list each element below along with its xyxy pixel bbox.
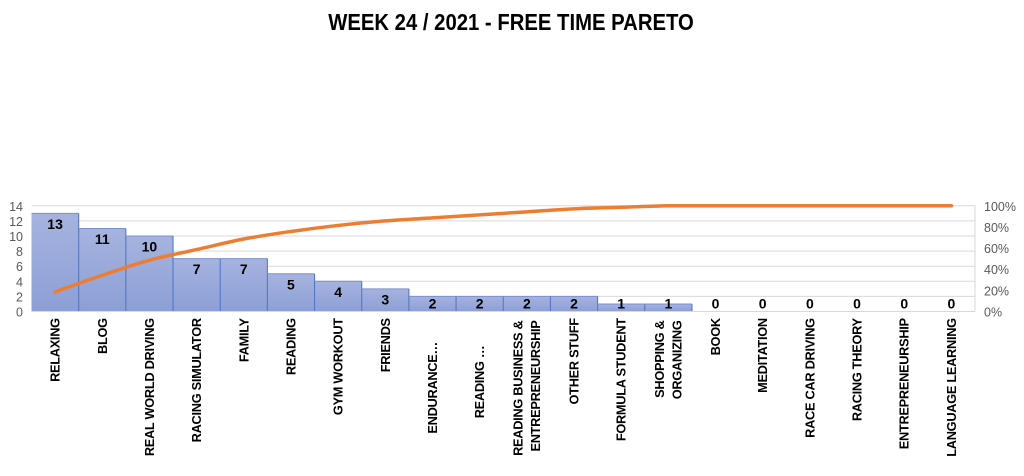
svg-text:0: 0 [853,295,861,311]
svg-text:40%: 40% [984,263,1009,277]
svg-text:0: 0 [806,295,814,311]
svg-text:BLOG: BLOG [95,318,110,354]
svg-text:GYM WORKOUT: GYM WORKOUT [331,318,346,415]
svg-text:0: 0 [759,295,767,311]
svg-text:2: 2 [16,290,23,304]
svg-text:4: 4 [16,275,23,289]
svg-text:13: 13 [47,216,63,232]
svg-text:2: 2 [429,295,437,311]
svg-text:OTHER STUFF: OTHER STUFF [567,318,582,405]
svg-text:REAL WORLD DRIVING: REAL WORLD DRIVING [142,318,157,456]
svg-text:BOOK: BOOK [708,317,723,355]
svg-text:RACING SIMULATOR: RACING SIMULATOR [189,318,204,442]
svg-text:5: 5 [287,276,295,292]
svg-text:100%: 100% [984,200,1016,214]
svg-text:ENTREPRENEURSHIP: ENTREPRENEURSHIP [897,317,912,449]
svg-text:0: 0 [900,295,908,311]
svg-text:ENDURANCE…: ENDURANCE… [425,342,440,434]
svg-text:4: 4 [334,284,342,300]
svg-text:2: 2 [523,295,531,311]
svg-text:0: 0 [948,295,956,311]
svg-text:0%: 0% [984,306,1002,320]
svg-text:RELAXING: RELAXING [48,318,63,382]
svg-text:MEDITATION: MEDITATION [755,318,770,393]
svg-text:FRIENDS: FRIENDS [378,317,393,372]
svg-text:7: 7 [193,261,201,277]
svg-text:20%: 20% [984,284,1009,298]
svg-text:0: 0 [16,306,23,320]
svg-text:1: 1 [664,295,672,311]
svg-text:80%: 80% [984,221,1009,235]
svg-text:11: 11 [95,231,110,247]
svg-text:3: 3 [381,291,389,307]
svg-text:0: 0 [712,295,720,311]
svg-text:READING: READING [283,318,298,375]
svg-text:60%: 60% [984,242,1009,256]
svg-text:FORMULA STUDENT: FORMULA STUDENT [614,318,629,441]
svg-text:2: 2 [570,295,578,311]
svg-text:14: 14 [9,200,23,214]
svg-text:FAMILY: FAMILY [236,317,251,362]
svg-text:READING …: READING … [472,346,487,419]
svg-text:RACING THEORY: RACING THEORY [850,317,865,421]
svg-text:10: 10 [142,239,158,255]
svg-text:LANGUAGE LEARNING: LANGUAGE LEARNING [944,318,959,457]
svg-text:7: 7 [240,261,248,277]
svg-text:ENTREPRENEURSHIP: ENTREPRENEURSHIP [528,320,543,452]
svg-text:6: 6 [16,260,23,274]
svg-text:ORGANIZING: ORGANIZING [670,320,685,399]
svg-text:SHOPPING &: SHOPPING & [652,320,667,397]
svg-text:8: 8 [16,245,23,259]
svg-text:2: 2 [476,295,484,311]
svg-text:12: 12 [9,215,23,229]
svg-text:1: 1 [617,295,625,311]
svg-text:RACE CAR DRIVING: RACE CAR DRIVING [802,318,817,438]
svg-text:10: 10 [9,230,23,244]
svg-text:READING BUSINESS &: READING BUSINESS & [511,320,526,455]
